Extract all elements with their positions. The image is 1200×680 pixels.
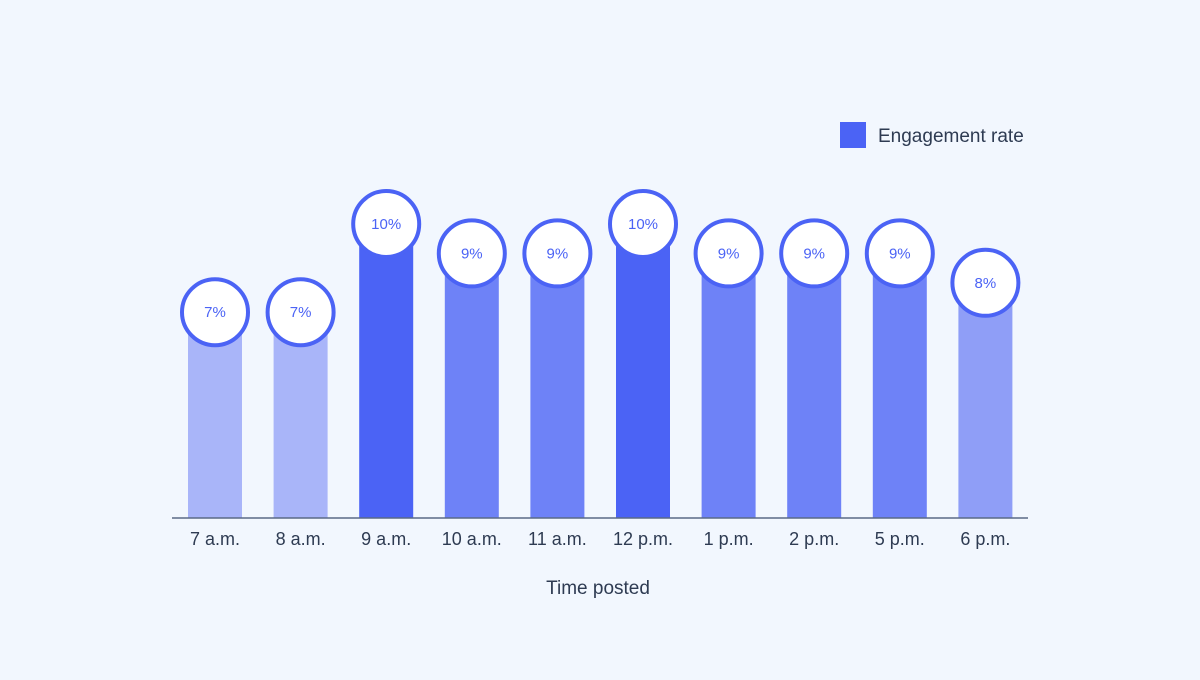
bar [616, 224, 670, 518]
x-tick-label: 2 p.m. [789, 529, 839, 549]
bar [958, 282, 1013, 518]
value-labels-layer: 7% 7% 10% 9% 9% 10% 9% 9% 9% 8% [180, 189, 1021, 348]
legend-label: Engagement rate [878, 126, 1024, 147]
value-label: 7% [204, 304, 226, 321]
x-tick-labels-layer: 7 a.m. 8 a.m. 9 a.m. 10 a.m. 11 a.m. 12 p.m. 1… [190, 529, 1010, 549]
x-tick-label: 6 p.m. [960, 529, 1010, 549]
value-label-circle [522, 218, 593, 289]
legend: Engagement rate [840, 122, 1024, 148]
x-tick-label: 8 a.m. [276, 529, 326, 549]
x-tick-label: 11 a.m. [528, 529, 587, 549]
bar [444, 253, 499, 518]
value-label: 9% [889, 245, 911, 262]
bar [872, 253, 927, 518]
value-label: 7% [290, 304, 312, 321]
x-tick-label: 10 a.m. [442, 529, 502, 549]
value-label: 9% [803, 245, 825, 262]
value-label: 9% [461, 245, 483, 262]
bar [359, 224, 414, 518]
x-tick-label: 12 p.m. [613, 529, 673, 549]
bar [701, 253, 756, 518]
value-label: 10% [628, 216, 658, 233]
bar [530, 253, 585, 518]
value-label-circle [779, 218, 850, 289]
x-tick-label: 5 p.m. [875, 529, 925, 549]
value-label: 10% [371, 216, 401, 233]
value-label-circle [864, 218, 935, 289]
value-label-circle [265, 277, 336, 348]
x-tick-label: 1 p.m. [704, 529, 754, 549]
bars-layer [188, 224, 1013, 518]
x-tick-label: 7 a.m. [190, 529, 240, 549]
value-label-circle [436, 218, 507, 289]
x-axis-title: Time posted [546, 578, 650, 599]
value-label-circle [950, 247, 1021, 318]
value-label: 9% [547, 245, 569, 262]
value-label-circle [608, 189, 678, 259]
value-label-circle [693, 218, 764, 289]
bar [787, 253, 842, 518]
legend-swatch [840, 122, 866, 148]
value-label: 8% [975, 275, 997, 292]
value-label: 9% [718, 245, 740, 262]
value-label-circle [351, 189, 422, 259]
value-label-circle [180, 277, 250, 348]
x-tick-label: 9 a.m. [361, 529, 411, 549]
